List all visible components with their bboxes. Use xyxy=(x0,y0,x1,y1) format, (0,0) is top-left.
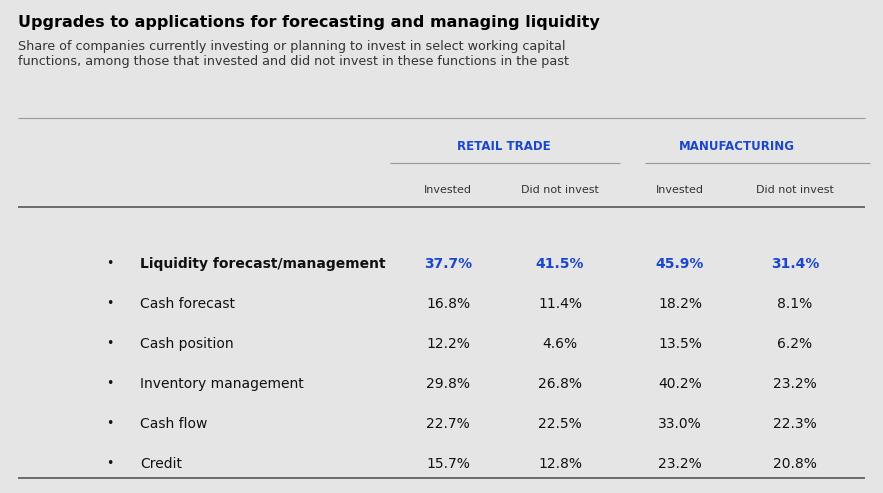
Text: •: • xyxy=(106,338,114,351)
Text: 20.8%: 20.8% xyxy=(773,457,817,471)
Text: Did not invest: Did not invest xyxy=(756,185,834,195)
Text: Liquidity forecast/management: Liquidity forecast/management xyxy=(140,257,386,271)
Text: 18.2%: 18.2% xyxy=(658,297,702,311)
Text: RETAIL TRADE: RETAIL TRADE xyxy=(457,140,551,153)
Text: 29.8%: 29.8% xyxy=(426,377,470,391)
Text: Inventory management: Inventory management xyxy=(140,377,304,391)
Text: 6.2%: 6.2% xyxy=(777,337,812,351)
Text: 41.5%: 41.5% xyxy=(536,257,585,271)
Text: Cash flow: Cash flow xyxy=(140,417,208,431)
Text: 23.2%: 23.2% xyxy=(658,457,702,471)
Text: •: • xyxy=(106,458,114,470)
Text: Invested: Invested xyxy=(656,185,704,195)
Text: 37.7%: 37.7% xyxy=(424,257,472,271)
Text: 13.5%: 13.5% xyxy=(658,337,702,351)
Text: 31.4%: 31.4% xyxy=(771,257,819,271)
Text: Did not invest: Did not invest xyxy=(521,185,599,195)
Text: 33.0%: 33.0% xyxy=(658,417,702,431)
Text: 11.4%: 11.4% xyxy=(538,297,582,311)
Text: MANUFACTURING: MANUFACTURING xyxy=(679,140,795,153)
Text: •: • xyxy=(106,378,114,390)
Text: 4.6%: 4.6% xyxy=(542,337,577,351)
Text: Invested: Invested xyxy=(424,185,472,195)
Text: 22.5%: 22.5% xyxy=(538,417,582,431)
Text: 16.8%: 16.8% xyxy=(426,297,470,311)
Text: 12.8%: 12.8% xyxy=(538,457,582,471)
Text: 15.7%: 15.7% xyxy=(426,457,470,471)
Text: 22.3%: 22.3% xyxy=(774,417,817,431)
Text: Cash forecast: Cash forecast xyxy=(140,297,235,311)
Text: •: • xyxy=(106,257,114,271)
Text: Upgrades to applications for forecasting and managing liquidity: Upgrades to applications for forecasting… xyxy=(18,15,600,30)
Text: 23.2%: 23.2% xyxy=(774,377,817,391)
Text: Credit: Credit xyxy=(140,457,182,471)
Text: 22.7%: 22.7% xyxy=(426,417,470,431)
Text: •: • xyxy=(106,297,114,311)
Text: 8.1%: 8.1% xyxy=(777,297,812,311)
Text: •: • xyxy=(106,418,114,430)
Text: Share of companies currently investing or planning to invest in select working c: Share of companies currently investing o… xyxy=(18,40,569,68)
Text: 45.9%: 45.9% xyxy=(656,257,704,271)
Text: 12.2%: 12.2% xyxy=(426,337,470,351)
Text: 40.2%: 40.2% xyxy=(658,377,702,391)
Text: 26.8%: 26.8% xyxy=(538,377,582,391)
Text: Cash position: Cash position xyxy=(140,337,234,351)
